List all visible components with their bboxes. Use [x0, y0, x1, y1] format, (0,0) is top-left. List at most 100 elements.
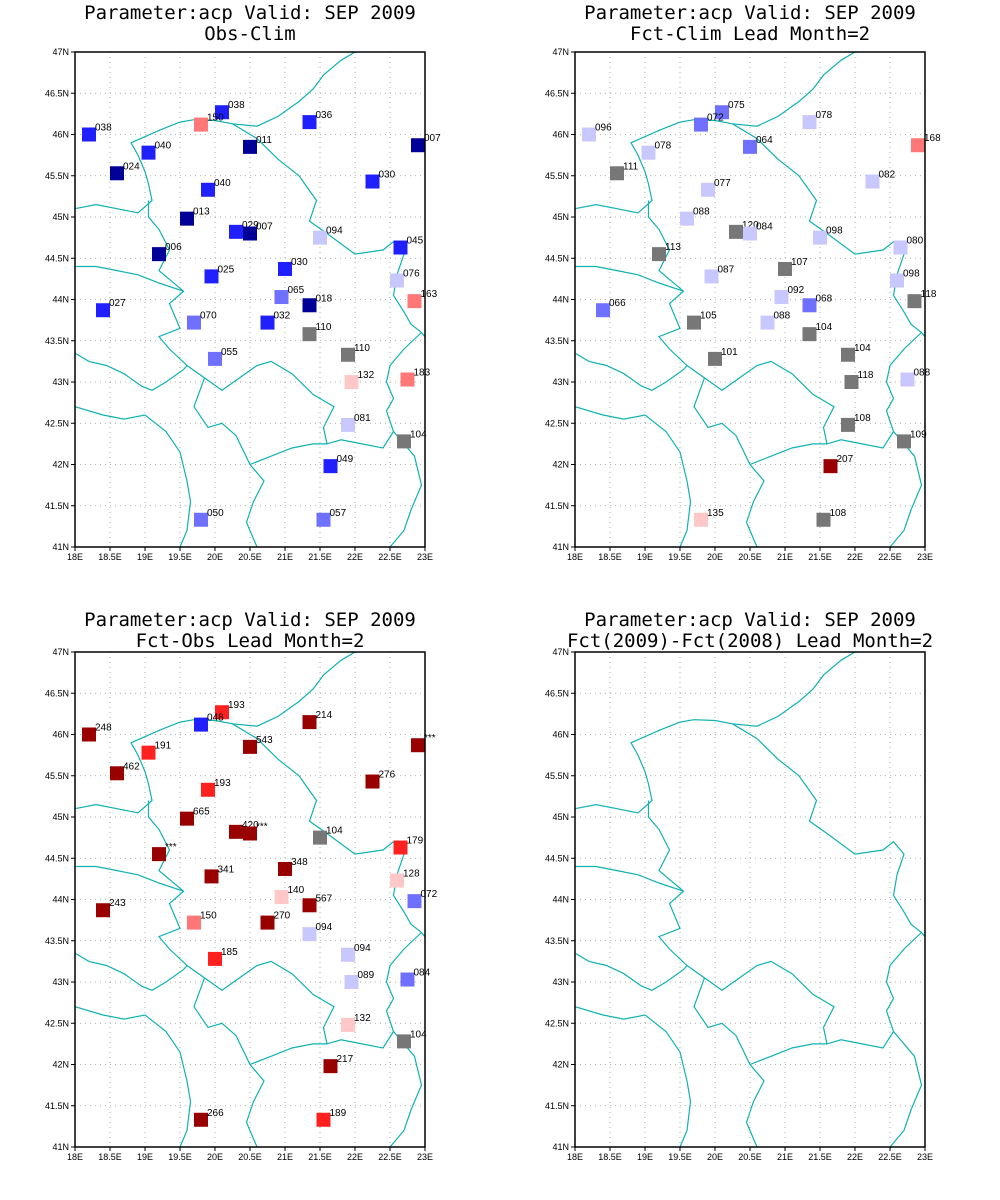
lat-tick-label: 41.5N [545, 1101, 569, 1111]
station-marker [816, 512, 831, 527]
station-value-label: 276 [379, 770, 396, 781]
station-marker [96, 303, 110, 318]
country-border [574, 1006, 692, 1148]
station-marker [778, 261, 792, 276]
lon-tick-label: 22E [847, 1152, 863, 1162]
country-border [193, 977, 265, 1148]
station-marker [180, 211, 194, 226]
country-border [74, 952, 188, 991]
station-marker [397, 434, 411, 449]
station-marker [729, 224, 743, 239]
country-border [74, 1006, 192, 1148]
station-value-label: 076 [403, 269, 420, 280]
station-value-label: 082 [879, 170, 896, 181]
lat-tick-label: 46.5N [45, 88, 69, 98]
lon-tick-label: 20.5E [238, 1152, 262, 1162]
station-value-label: 007 [256, 222, 273, 233]
station-value-label: 248 [95, 723, 112, 734]
lat-tick-label: 41.5N [45, 501, 69, 511]
station-value-label: 462 [123, 761, 140, 772]
station-value-label: *** [165, 842, 177, 853]
station-value-label: 098 [826, 226, 843, 237]
station-value-label: 120 [742, 220, 759, 231]
station-marker [897, 434, 911, 449]
station-value-label: 011 [256, 135, 272, 146]
station-value-label: 036 [316, 110, 333, 121]
panel-subtitle: Obs-Clim [204, 23, 296, 45]
station-marker [201, 182, 215, 197]
station-value-label: 118 [921, 289, 937, 300]
station-value-label: 104 [410, 1029, 427, 1040]
lat-tick-label: 45.5N [545, 171, 569, 181]
station-marker [407, 294, 422, 309]
station-marker [243, 139, 257, 154]
station-value-label: 027 [109, 298, 126, 309]
station-value-label: 013 [193, 207, 210, 218]
station-value-label: 084 [414, 968, 431, 979]
lon-tick-label: 18E [67, 552, 83, 562]
lat-tick-label: 46N [52, 730, 69, 740]
station-value-label: 025 [218, 264, 235, 275]
station-marker [110, 766, 124, 781]
lon-tick-label: 19E [137, 552, 153, 562]
station-value-label: 072 [707, 113, 724, 124]
lon-tick-label: 21E [277, 1152, 293, 1162]
station-value-label: 420 [242, 820, 259, 831]
lat-tick-label: 46N [552, 730, 569, 740]
station-marker [907, 294, 922, 309]
station-value-label: 096 [595, 123, 612, 134]
station-marker [187, 915, 201, 930]
station-value-label: 024 [123, 161, 140, 172]
lat-tick-label: 42N [552, 460, 569, 470]
station-value-label: 065 [288, 285, 305, 296]
station-marker [180, 811, 194, 826]
station-marker [278, 861, 292, 876]
country-border [574, 406, 692, 548]
station-marker [229, 224, 243, 239]
station-marker [229, 824, 243, 839]
lat-tick-label: 41.5N [45, 1101, 69, 1111]
station-marker [187, 315, 201, 330]
station-value-label: 108 [830, 508, 847, 519]
station-value-label: 348 [291, 857, 308, 868]
lat-tick-label: 46N [552, 130, 569, 140]
station-marker [680, 211, 694, 226]
country-border [575, 865, 684, 892]
panel-subtitle: Fct(2009)-Fct(2008) Lead Month=2 [567, 630, 933, 652]
lat-tick-label: 45.5N [45, 771, 69, 781]
lat-tick-label: 44N [552, 295, 569, 305]
lat-tick-label: 44.5N [45, 853, 69, 863]
lat-tick-label: 41N [52, 542, 69, 552]
station-value-label: 179 [407, 836, 424, 847]
station-value-label: 567 [316, 893, 333, 904]
station-value-label: 032 [274, 311, 291, 322]
station-marker [411, 738, 425, 753]
station-marker [694, 117, 708, 132]
station-value-label: 068 [816, 293, 833, 304]
station-marker [194, 1112, 208, 1127]
station-marker [365, 174, 380, 189]
station-value-label: 048 [207, 713, 224, 724]
station-marker [243, 226, 257, 241]
station-value-label: 066 [609, 298, 626, 309]
station-value-label: 214 [316, 710, 333, 721]
station-marker [802, 327, 817, 342]
panel-title: Parameter:acp Valid: SEP 2009 [584, 2, 916, 24]
lat-tick-label: 41.5N [545, 501, 569, 511]
country-border [193, 377, 265, 548]
station-marker [243, 739, 257, 754]
station-marker [341, 417, 355, 432]
station-value-label: 113 [665, 242, 681, 253]
station-marker [152, 847, 166, 862]
lon-tick-label: 20.5E [738, 552, 762, 562]
station-value-label: 040 [214, 178, 231, 189]
station-marker [344, 975, 359, 989]
station-marker [313, 830, 327, 845]
station-marker [390, 873, 404, 888]
station-value-label: 110 [316, 322, 332, 333]
station-marker [400, 372, 415, 387]
station-value-label: 105 [700, 311, 717, 322]
station-value-label: 040 [155, 141, 172, 152]
lon-tick-label: 18.5E [98, 552, 122, 562]
